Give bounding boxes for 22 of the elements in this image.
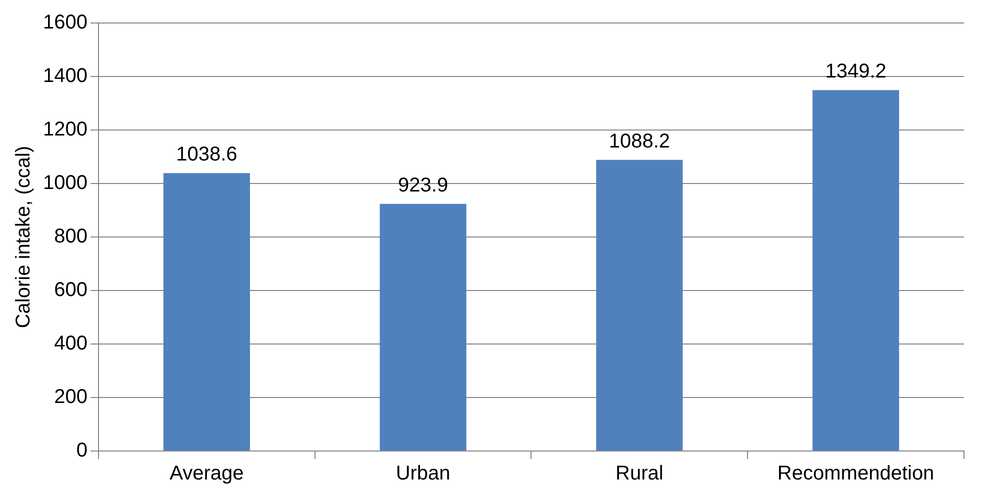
y-tick-label: 1200: [42, 118, 88, 141]
bar: [163, 173, 250, 450]
x-tick-label: Average: [170, 462, 244, 485]
x-tick-label: Recommendetion: [777, 462, 934, 485]
y-tick-label: 400: [54, 332, 88, 355]
data-label: 1038.6: [176, 144, 238, 166]
y-tick-label: 200: [54, 386, 88, 408]
y-tick-label: 1400: [42, 65, 88, 88]
x-tick-label: Urban: [396, 462, 450, 485]
y-tick-label: 1600: [42, 12, 88, 34]
data-label: 1088.2: [608, 130, 670, 152]
y-tick-label: 600: [54, 279, 88, 302]
data-label: 923.9: [398, 174, 448, 196]
x-tick-label: Rural: [616, 462, 664, 485]
y-axis-title: Calorie intake, (ccal): [12, 146, 35, 328]
bar: [380, 204, 466, 450]
y-tick-label: 0: [76, 440, 88, 462]
y-tick-label: 800: [54, 226, 88, 248]
data-label: 1349.2: [825, 60, 886, 83]
bar: [596, 160, 683, 450]
y-tick-label: 1000: [42, 172, 88, 194]
bar: [812, 90, 900, 450]
